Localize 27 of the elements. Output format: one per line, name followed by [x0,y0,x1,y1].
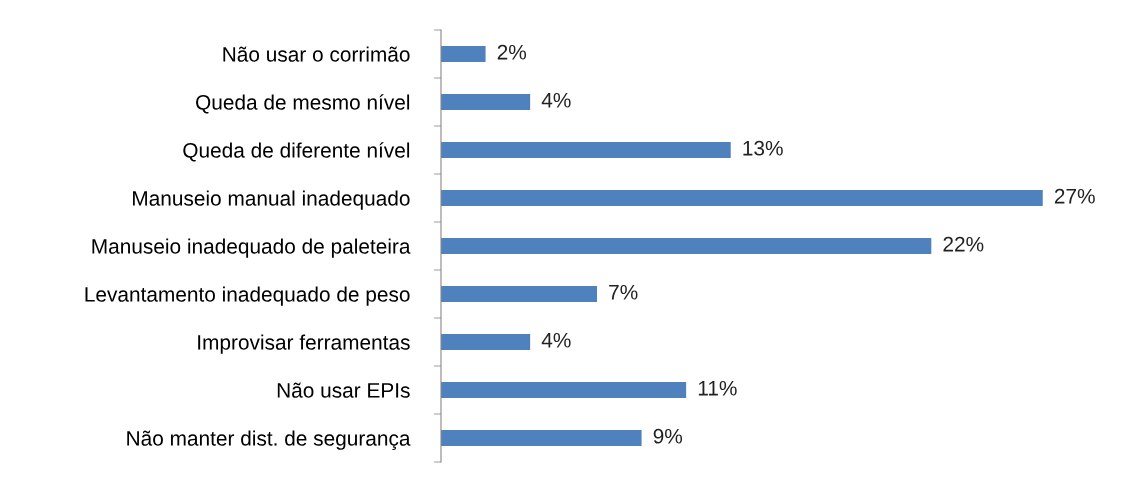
data-label: 9% [653,428,683,444]
data-label: 7% [609,284,638,300]
y-tick-label: Não usar EPIs [277,382,410,398]
bar [441,142,731,158]
bar [441,46,486,62]
data-label: 2% [497,44,527,60]
data-label: 11% [698,380,737,396]
bar [441,238,932,254]
y-tick-label: Queda de mesmo nível [196,94,410,114]
y-tick-label: Queda de diferente nível [183,142,410,162]
data-label: 22% [943,236,984,252]
y-tick-label: Não manter dist. de segurança [127,430,411,450]
data-label: 4% [541,332,571,348]
bar [441,190,1043,206]
y-tick-label: Improvisar ferramentas [198,334,410,354]
bar [441,286,598,302]
data-label: 27% [1054,188,1095,204]
y-tick-label: Levantamento inadequado de peso [85,286,410,306]
y-tick-label: Manuseio manual inadequado [133,190,410,210]
y-tick-label: Manuseio inadequado de paleteira [92,238,411,258]
bar [441,430,642,446]
data-label: 13% [743,140,783,156]
bar [441,94,531,110]
data-label: 4% [541,92,571,108]
y-tick-label: Não usar o corrimão [223,46,410,62]
bar [441,334,531,350]
bar [441,382,687,398]
